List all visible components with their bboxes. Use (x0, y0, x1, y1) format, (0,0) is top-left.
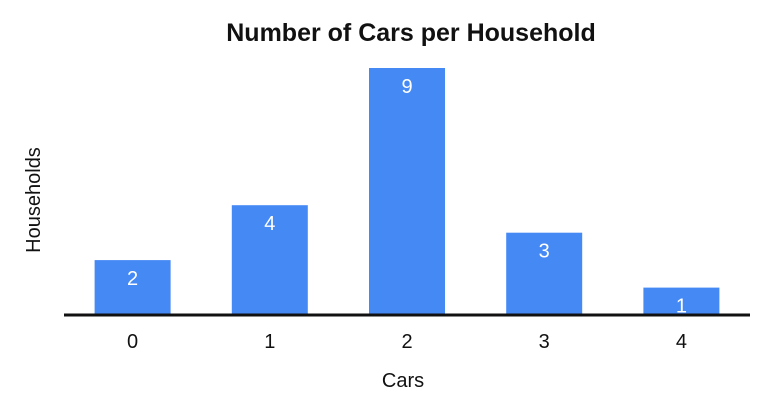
bar-2 (369, 68, 445, 315)
bar-3 (506, 232, 583, 315)
data-label-2: 9 (401, 76, 412, 98)
x-axis-label: Cars (382, 370, 424, 392)
x-tick-3: 3 (539, 331, 550, 353)
x-tick-1: 1 (264, 331, 275, 353)
bar-series (94, 68, 720, 315)
y-axis-label: Households (23, 147, 45, 253)
bar-1 (231, 205, 308, 315)
bar-0 (94, 260, 171, 315)
chart-title: Number of Cars per Household (226, 19, 596, 47)
data-labels: 2 4 9 3 1 (127, 76, 687, 318)
x-tick-labels: 0 1 2 3 4 (127, 331, 687, 353)
x-tick-4: 4 (676, 331, 687, 353)
data-label-4: 1 (676, 296, 687, 318)
bar-4 (643, 287, 720, 315)
data-label-1: 4 (264, 213, 275, 235)
data-label-0: 2 (127, 268, 138, 290)
x-tick-2: 2 (401, 331, 412, 353)
x-tick-0: 0 (127, 331, 138, 353)
data-label-3: 3 (539, 241, 550, 263)
